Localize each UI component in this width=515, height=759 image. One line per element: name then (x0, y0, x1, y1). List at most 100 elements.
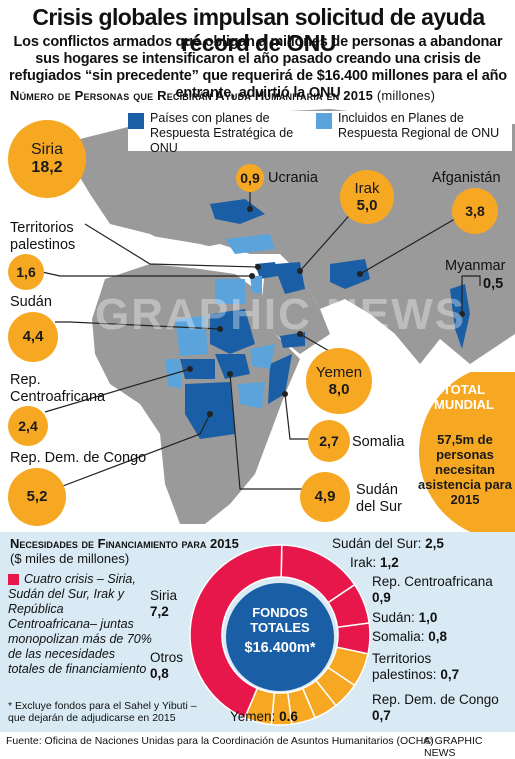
seg-territorios-value: 0,7 (440, 667, 460, 682)
label-sudan-sur: Sudán del Sur (356, 482, 402, 515)
credit: © GRAPHIC NEWS (424, 735, 483, 759)
page-subtitle: Los conflictos armados que obligan a mil… (9, 34, 507, 101)
seg-rdc-name: Rep. Dem. de Congo (372, 692, 499, 707)
bubble-rca-value: 2,4 (18, 417, 38, 434)
map-chad (175, 316, 208, 356)
bubble-sudan-sur: 4,9 (300, 472, 350, 522)
funding-heading-unit: ($ miles de millones) (10, 551, 130, 566)
label-rdc: Rep. Dem. de Congo (10, 450, 147, 466)
value-myanmar: 0,5 (483, 276, 504, 292)
donut-center (226, 583, 334, 691)
map-turkey (225, 234, 275, 254)
seg-label-somalia: Somalia: 0,8 (372, 629, 448, 644)
map-ukraine (210, 199, 265, 224)
seg-somalia-name: Somalia (372, 629, 421, 644)
seg-sudan-value: 1,0 (418, 610, 438, 625)
seg-siria-name: Siria (150, 588, 178, 603)
label-afganistan: Afganistán (432, 170, 501, 186)
seg-sudan-sur-name: Sudán del Sur (332, 536, 418, 551)
seg-rca-value: 0,9 (372, 590, 391, 605)
label-myanmar: Myanmar (445, 258, 506, 274)
seg-yemen-name: Yemen (230, 709, 272, 724)
funding-heading: Necesidades de Financiamiento para 2015 … (10, 536, 240, 566)
leader-lines (41, 184, 481, 490)
map-heading-unit: (millones) (376, 88, 436, 103)
bubble-afganistan: 3,8 (452, 188, 498, 234)
label-sudan: Sudán (10, 294, 52, 310)
bubble-irak-name: Irak (354, 179, 380, 197)
seg-label-rca: Rep. Centroafricana 0,9 (372, 574, 493, 606)
bubble-yemen-name: Yemen (315, 363, 363, 381)
seg-rdc-value: 0,7 (372, 708, 391, 723)
bubble-sudan-value: 4,4 (22, 328, 44, 346)
leader-dots (187, 206, 465, 417)
seg-irak-value: 1,2 (380, 555, 399, 570)
bubble-somalia: 2,7 (308, 420, 350, 462)
bubble-yemen-value: 8,0 (328, 381, 350, 398)
legend-swatch-strategic (128, 113, 144, 129)
four-crisis-note: Cuatro crisis – Siria, Sudán del Sur, Ir… (8, 572, 152, 676)
donut-center-label: Fondos Totales (250, 605, 310, 635)
map-uganda-kenya (238, 382, 265, 409)
bubble-siria: Siria 18,2 (8, 120, 86, 198)
map-ethiopia (250, 344, 275, 369)
seg-rca-name: Rep. Centroafricana (372, 574, 493, 589)
funding-donut (189, 544, 371, 726)
bubble-rdc: 5,2 (8, 468, 66, 526)
label-rca: Rep. Centroafricana (10, 372, 106, 405)
seg-label-irak: Irak: 1,2 (350, 555, 399, 570)
seg-somalia-value: 0,8 (428, 629, 448, 644)
bubble-sudan: 4,4 (8, 312, 58, 362)
seg-yemen-value: 0.6 (279, 709, 298, 724)
seg-label-sudan-sur: Sudán del Sur: 2,5 (332, 536, 444, 551)
seg-label-sudan: Sudán: 1,0 (372, 610, 438, 625)
donut-center-value: $16.400m* (244, 640, 316, 656)
legend-label-regional: Incluidos en Planes de Respuesta Regiona… (338, 111, 500, 140)
seg-siria-value: 7,2 (150, 604, 169, 619)
label-ucrania: Ucrania (268, 170, 318, 186)
seg-otros-value: 0,8 (150, 666, 169, 681)
source-note: Fuente: Oficina de Naciones Unidas para … (6, 735, 434, 747)
map-somalia (268, 354, 292, 404)
legend-label-strategic: Países con planes de Respuesta Estratégi… (150, 111, 294, 155)
map-drc (185, 382, 235, 439)
map-legend-regional: Incluidos en Planes de Respuesta Regiona… (316, 111, 512, 151)
bubble-siria-value: 18,2 (31, 159, 63, 176)
bubble-afganistan-value: 3,8 (465, 202, 485, 219)
bubble-ucrania-value: 0,9 (240, 169, 260, 186)
seg-label-siria: Siria 7,2 (150, 588, 177, 620)
watermark: GRAPHIC NEWS (95, 290, 467, 339)
bubble-territorios-value: 1,6 (16, 263, 36, 280)
label-somalia: Somalia (352, 434, 405, 450)
total-text: 57,5m de personas necesitan asistencia p… (418, 432, 512, 507)
map-sudan (210, 309, 255, 354)
map-south-sudan (215, 354, 250, 379)
funding-heading-text: Necesidades de Financiamiento para 2015 (10, 536, 239, 551)
seg-label-rdc: Rep. Dem. de Congo 0,7 (372, 692, 499, 724)
bubble-somalia-value: 2,7 (319, 432, 339, 449)
map-car (180, 359, 215, 379)
map-afghanistan (330, 259, 370, 289)
seg-otros-name: Otros (150, 650, 184, 665)
bubble-sudan-sur-value: 4,9 (314, 488, 336, 506)
total-circle (419, 372, 515, 532)
page-title: Crisis globales impulsan solicitud de ay… (32, 4, 485, 56)
crisis-swatch (8, 574, 19, 585)
map-myanmar (450, 284, 470, 349)
seg-label-territorios: Territorios palestinos: 0,7 (372, 651, 460, 682)
bubble-irak-value: 5,0 (356, 197, 378, 214)
map-jordan (250, 276, 262, 294)
bubble-territorios: 1,6 (8, 254, 44, 290)
bubble-siria-name: Siria (30, 140, 63, 158)
seg-territorios-name: Territorios palestinos (372, 651, 433, 682)
map-heading: Número de Personas que Recibirán Ayuda H… (10, 88, 435, 103)
seg-sudan-sur-value: 2,5 (425, 536, 444, 551)
seg-label-otros: Otros 0,8 (150, 650, 183, 682)
map-egypt (215, 279, 245, 304)
seg-label-yemen: Yemen: 0.6 (230, 709, 298, 724)
footnote: * Excluye fondos para el Sahel y Yibuti … (8, 700, 197, 724)
bubble-yemen: Yemen 8,0 (306, 348, 372, 414)
donut-segment-siria (189, 544, 283, 719)
bubble-rca: 2,4 (8, 406, 48, 446)
total-label: Total Mundial (434, 382, 494, 412)
